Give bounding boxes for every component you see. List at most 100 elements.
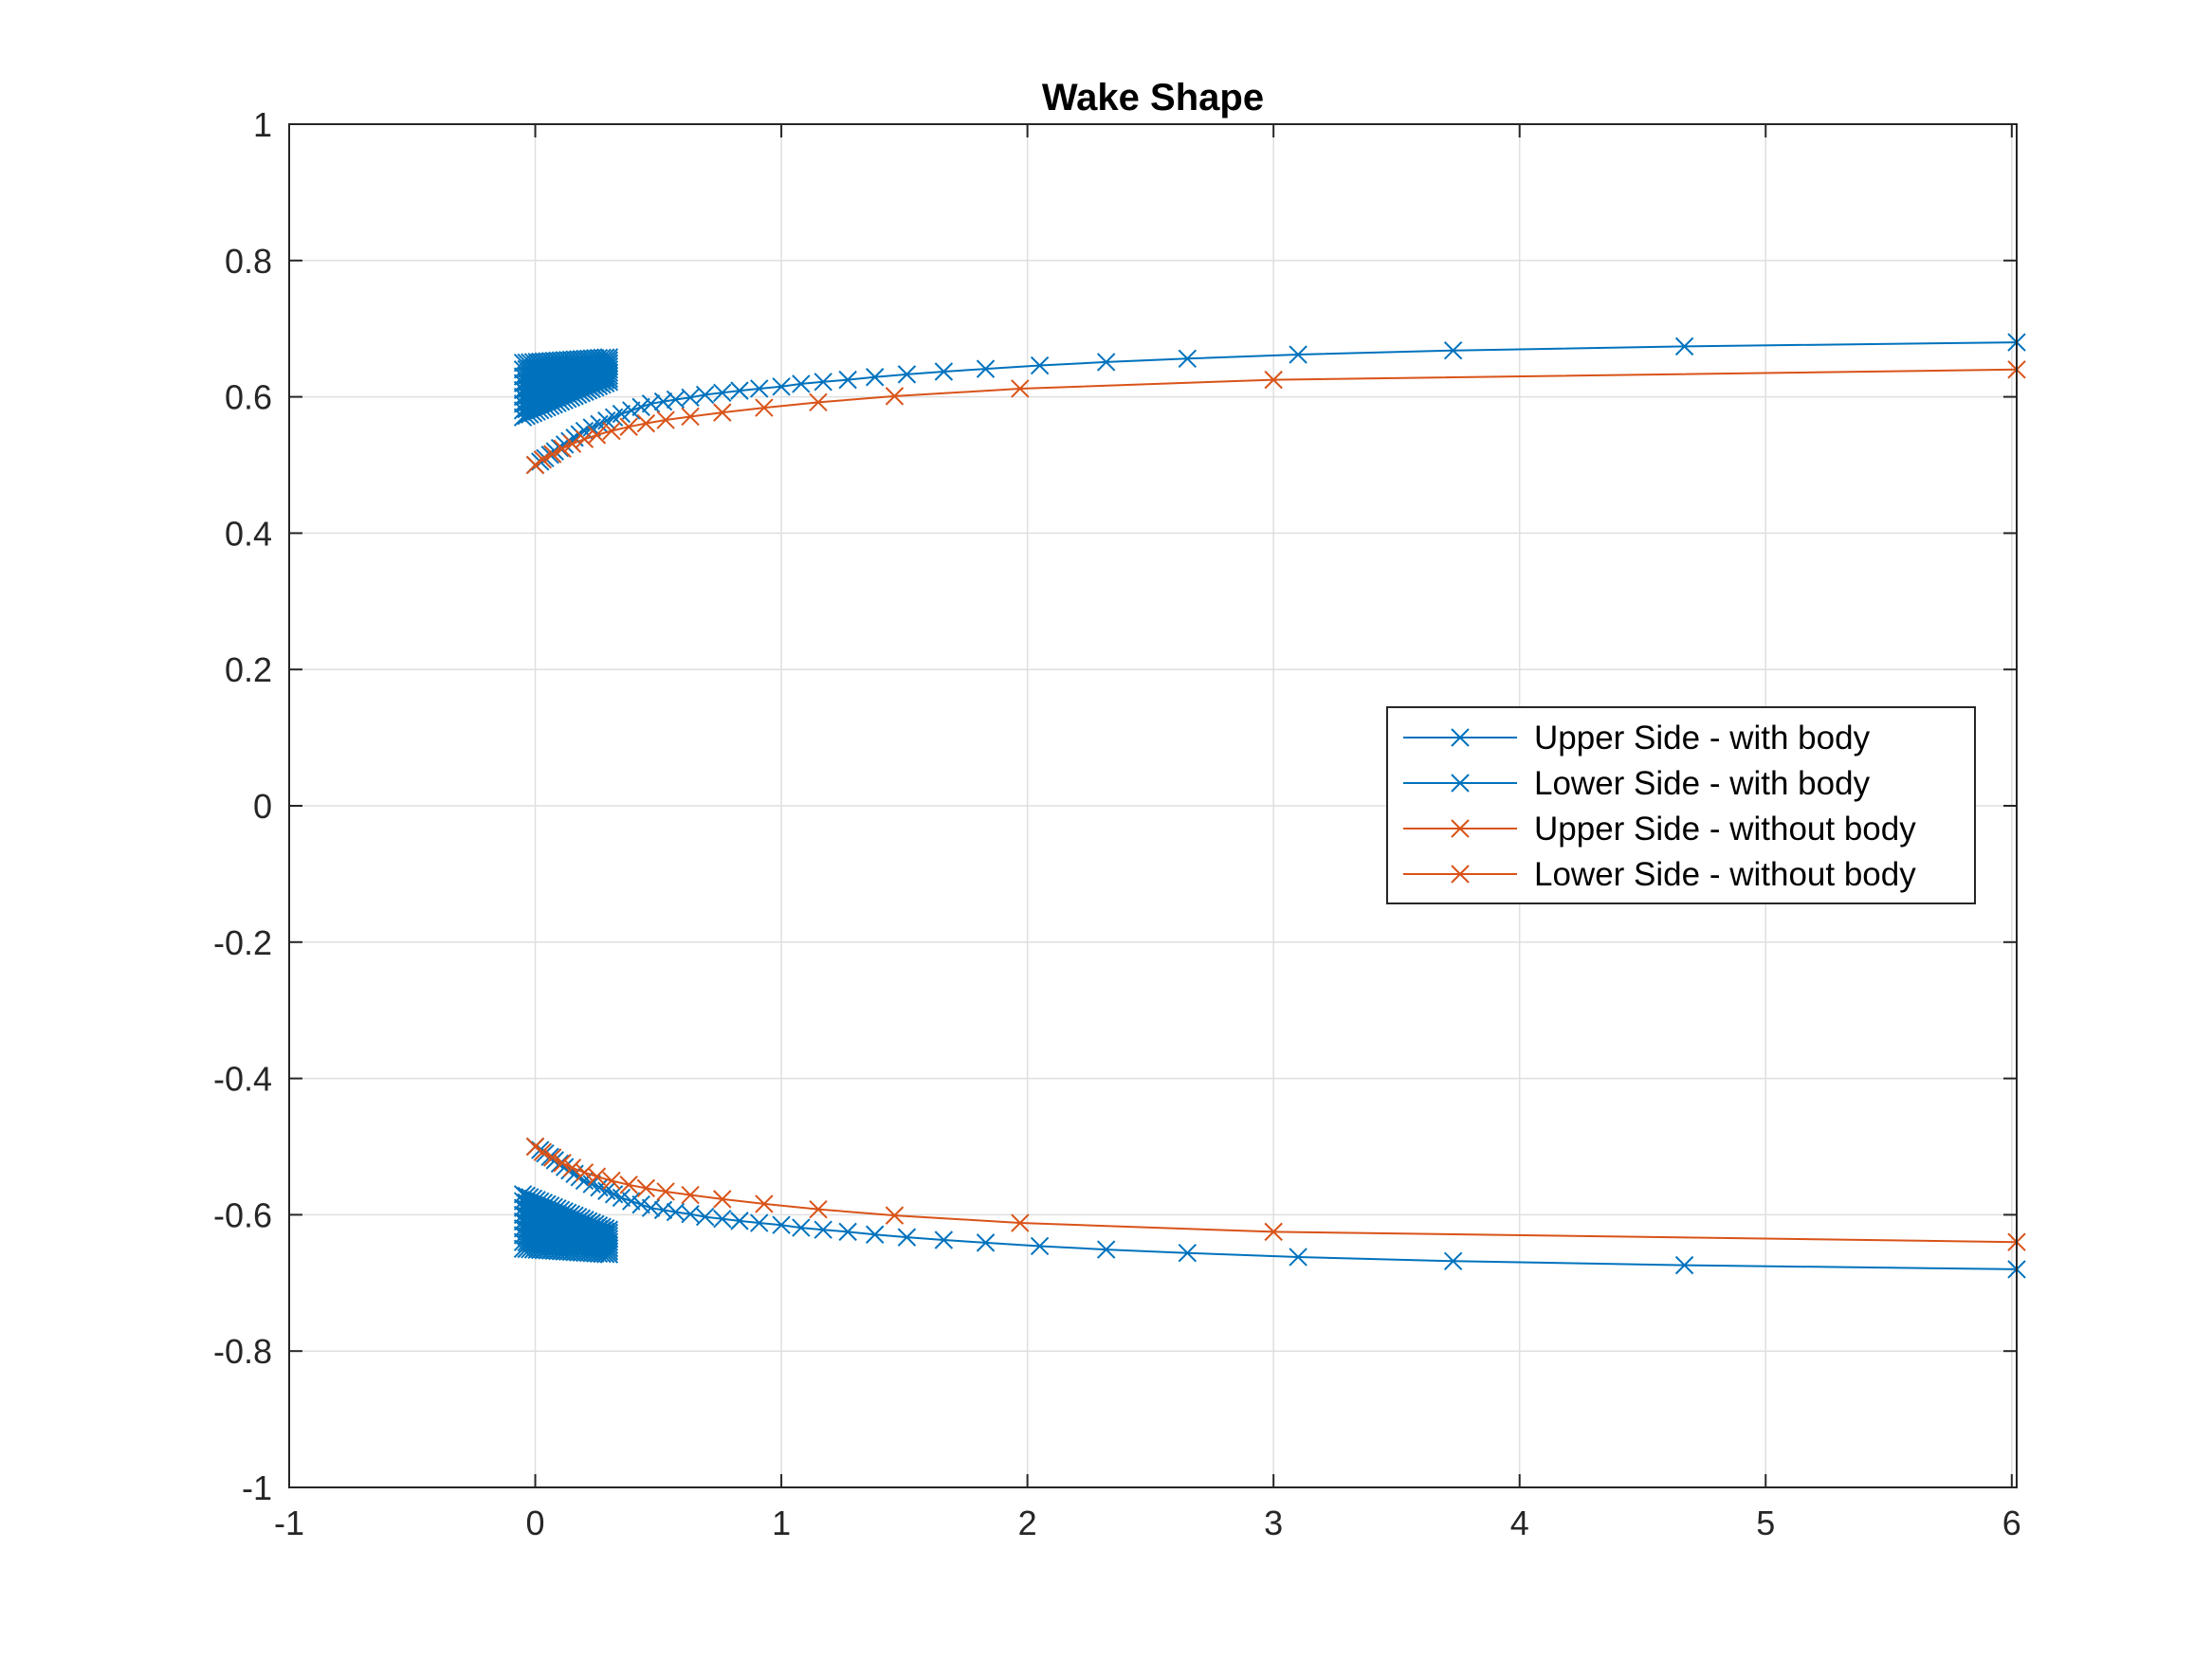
data-point: [681, 388, 700, 408]
data-point: [934, 1231, 954, 1249]
data-point: [976, 359, 996, 378]
data-point: [681, 1185, 700, 1205]
data-point: [792, 374, 811, 393]
data-point: [553, 1154, 572, 1173]
data-point: [814, 373, 832, 392]
y-tick-label: 0: [253, 787, 272, 826]
data-point: [636, 413, 656, 433]
data-point: [612, 404, 631, 424]
data-point: [562, 434, 582, 453]
data-point: [1178, 349, 1197, 369]
series-3: [525, 360, 2026, 475]
data-point: [656, 1182, 675, 1201]
data-point: [681, 407, 700, 427]
y-tick-label: 0.6: [225, 378, 272, 417]
body-marker: [599, 356, 619, 376]
data-point: [885, 1206, 905, 1225]
y-tick-label: 1: [253, 105, 272, 144]
x-tick-label: 5: [1756, 1504, 1775, 1542]
data-point: [543, 445, 562, 464]
y-tick-label: -1: [242, 1468, 272, 1507]
data-point: [814, 1220, 832, 1239]
data-point: [622, 401, 641, 420]
data-point: [1674, 1255, 1694, 1275]
data-point: [631, 397, 650, 417]
body-marker: [599, 1223, 619, 1243]
data-point: [666, 390, 686, 410]
data-point: [575, 429, 594, 448]
data-point: [525, 455, 545, 475]
data-point: [730, 1212, 749, 1231]
body-marker: [599, 354, 619, 374]
data-point: [587, 1167, 607, 1186]
data-point: [1264, 1222, 1283, 1242]
data-point: [838, 1222, 857, 1242]
legend-label: Lower Side - without body: [1534, 856, 1916, 893]
legend-label: Lower Side - with body: [1534, 765, 1871, 802]
data-point: [525, 1137, 545, 1157]
axes-frame: [288, 123, 2018, 1488]
chart-title: Wake Shape: [1042, 77, 1264, 118]
data-point: [1443, 1251, 1463, 1270]
data-point: [636, 1178, 656, 1198]
data-point: [533, 1142, 553, 1161]
data-point: [587, 426, 607, 445]
legend-marker: [1451, 865, 1470, 884]
legend: Upper Side - with body Lower Side - with …: [1386, 706, 1976, 904]
data-point: [792, 1218, 811, 1237]
x-tick-label: 2: [1018, 1504, 1037, 1542]
data-point: [602, 421, 621, 441]
y-tick-label: 0.2: [225, 650, 272, 689]
data-point: [543, 1148, 562, 1167]
legend-entry: Upper Side - without body: [1403, 811, 1916, 848]
y-tick-label: -0.4: [213, 1060, 272, 1099]
data-point: [713, 1210, 732, 1229]
legend-marker: [1451, 819, 1470, 838]
x-tick-label: 6: [2002, 1504, 2021, 1542]
data-point: [533, 450, 553, 469]
body-marker: [599, 1230, 619, 1249]
series-layer: [513, 333, 2026, 1279]
y-tick-label: 0.4: [225, 514, 272, 553]
data-point: [666, 1202, 686, 1222]
data-point: [772, 377, 791, 396]
data-point: [602, 1171, 621, 1191]
data-point: [619, 417, 638, 436]
data-point: [681, 1204, 700, 1224]
data-point: [976, 1233, 996, 1252]
data-point: [866, 368, 885, 387]
y-tick-label: -0.8: [213, 1332, 272, 1371]
data-point: [631, 1194, 650, 1214]
legend-label: Upper Side - with body: [1534, 720, 1871, 757]
legend-entry: Lower Side - with body: [1403, 765, 1871, 802]
data-point: [838, 370, 857, 390]
legend-marker: [1451, 728, 1470, 747]
data-point: [656, 410, 675, 429]
x-tick-label: 4: [1510, 1504, 1529, 1542]
x-tick-label: 1: [772, 1504, 791, 1542]
data-point: [612, 1188, 631, 1208]
legend-entry: Lower Side - without body: [1403, 856, 1916, 893]
tick-labels: -1 0 1 2 3 4 5 6 -1 -0.8 -0.6 -0.4 -0.2 0 0.2 0.4 0.6 0.8…: [213, 105, 2021, 1542]
data-point: [897, 1228, 917, 1247]
data-point: [755, 398, 774, 417]
y-tick-label: 0.8: [225, 242, 272, 281]
data-point: [1011, 1213, 1030, 1232]
data-point: [713, 1190, 732, 1209]
series-4: [525, 1137, 2026, 1251]
y-tick-label: -0.6: [213, 1195, 272, 1234]
data-point: [695, 1207, 715, 1227]
data-point: [885, 387, 905, 406]
data-point: [1289, 1248, 1307, 1267]
data-point: [750, 1213, 769, 1232]
y-tick-label: -0.2: [213, 923, 272, 962]
data-point: [619, 1176, 638, 1194]
data-point: [713, 383, 732, 402]
data-point: [1030, 356, 1050, 375]
legend-marker: [1451, 774, 1470, 793]
body-marker: [599, 351, 619, 370]
data-point: [1178, 1243, 1197, 1263]
x-tick-label: -1: [274, 1504, 304, 1542]
x-tick-label: 3: [1264, 1504, 1283, 1542]
